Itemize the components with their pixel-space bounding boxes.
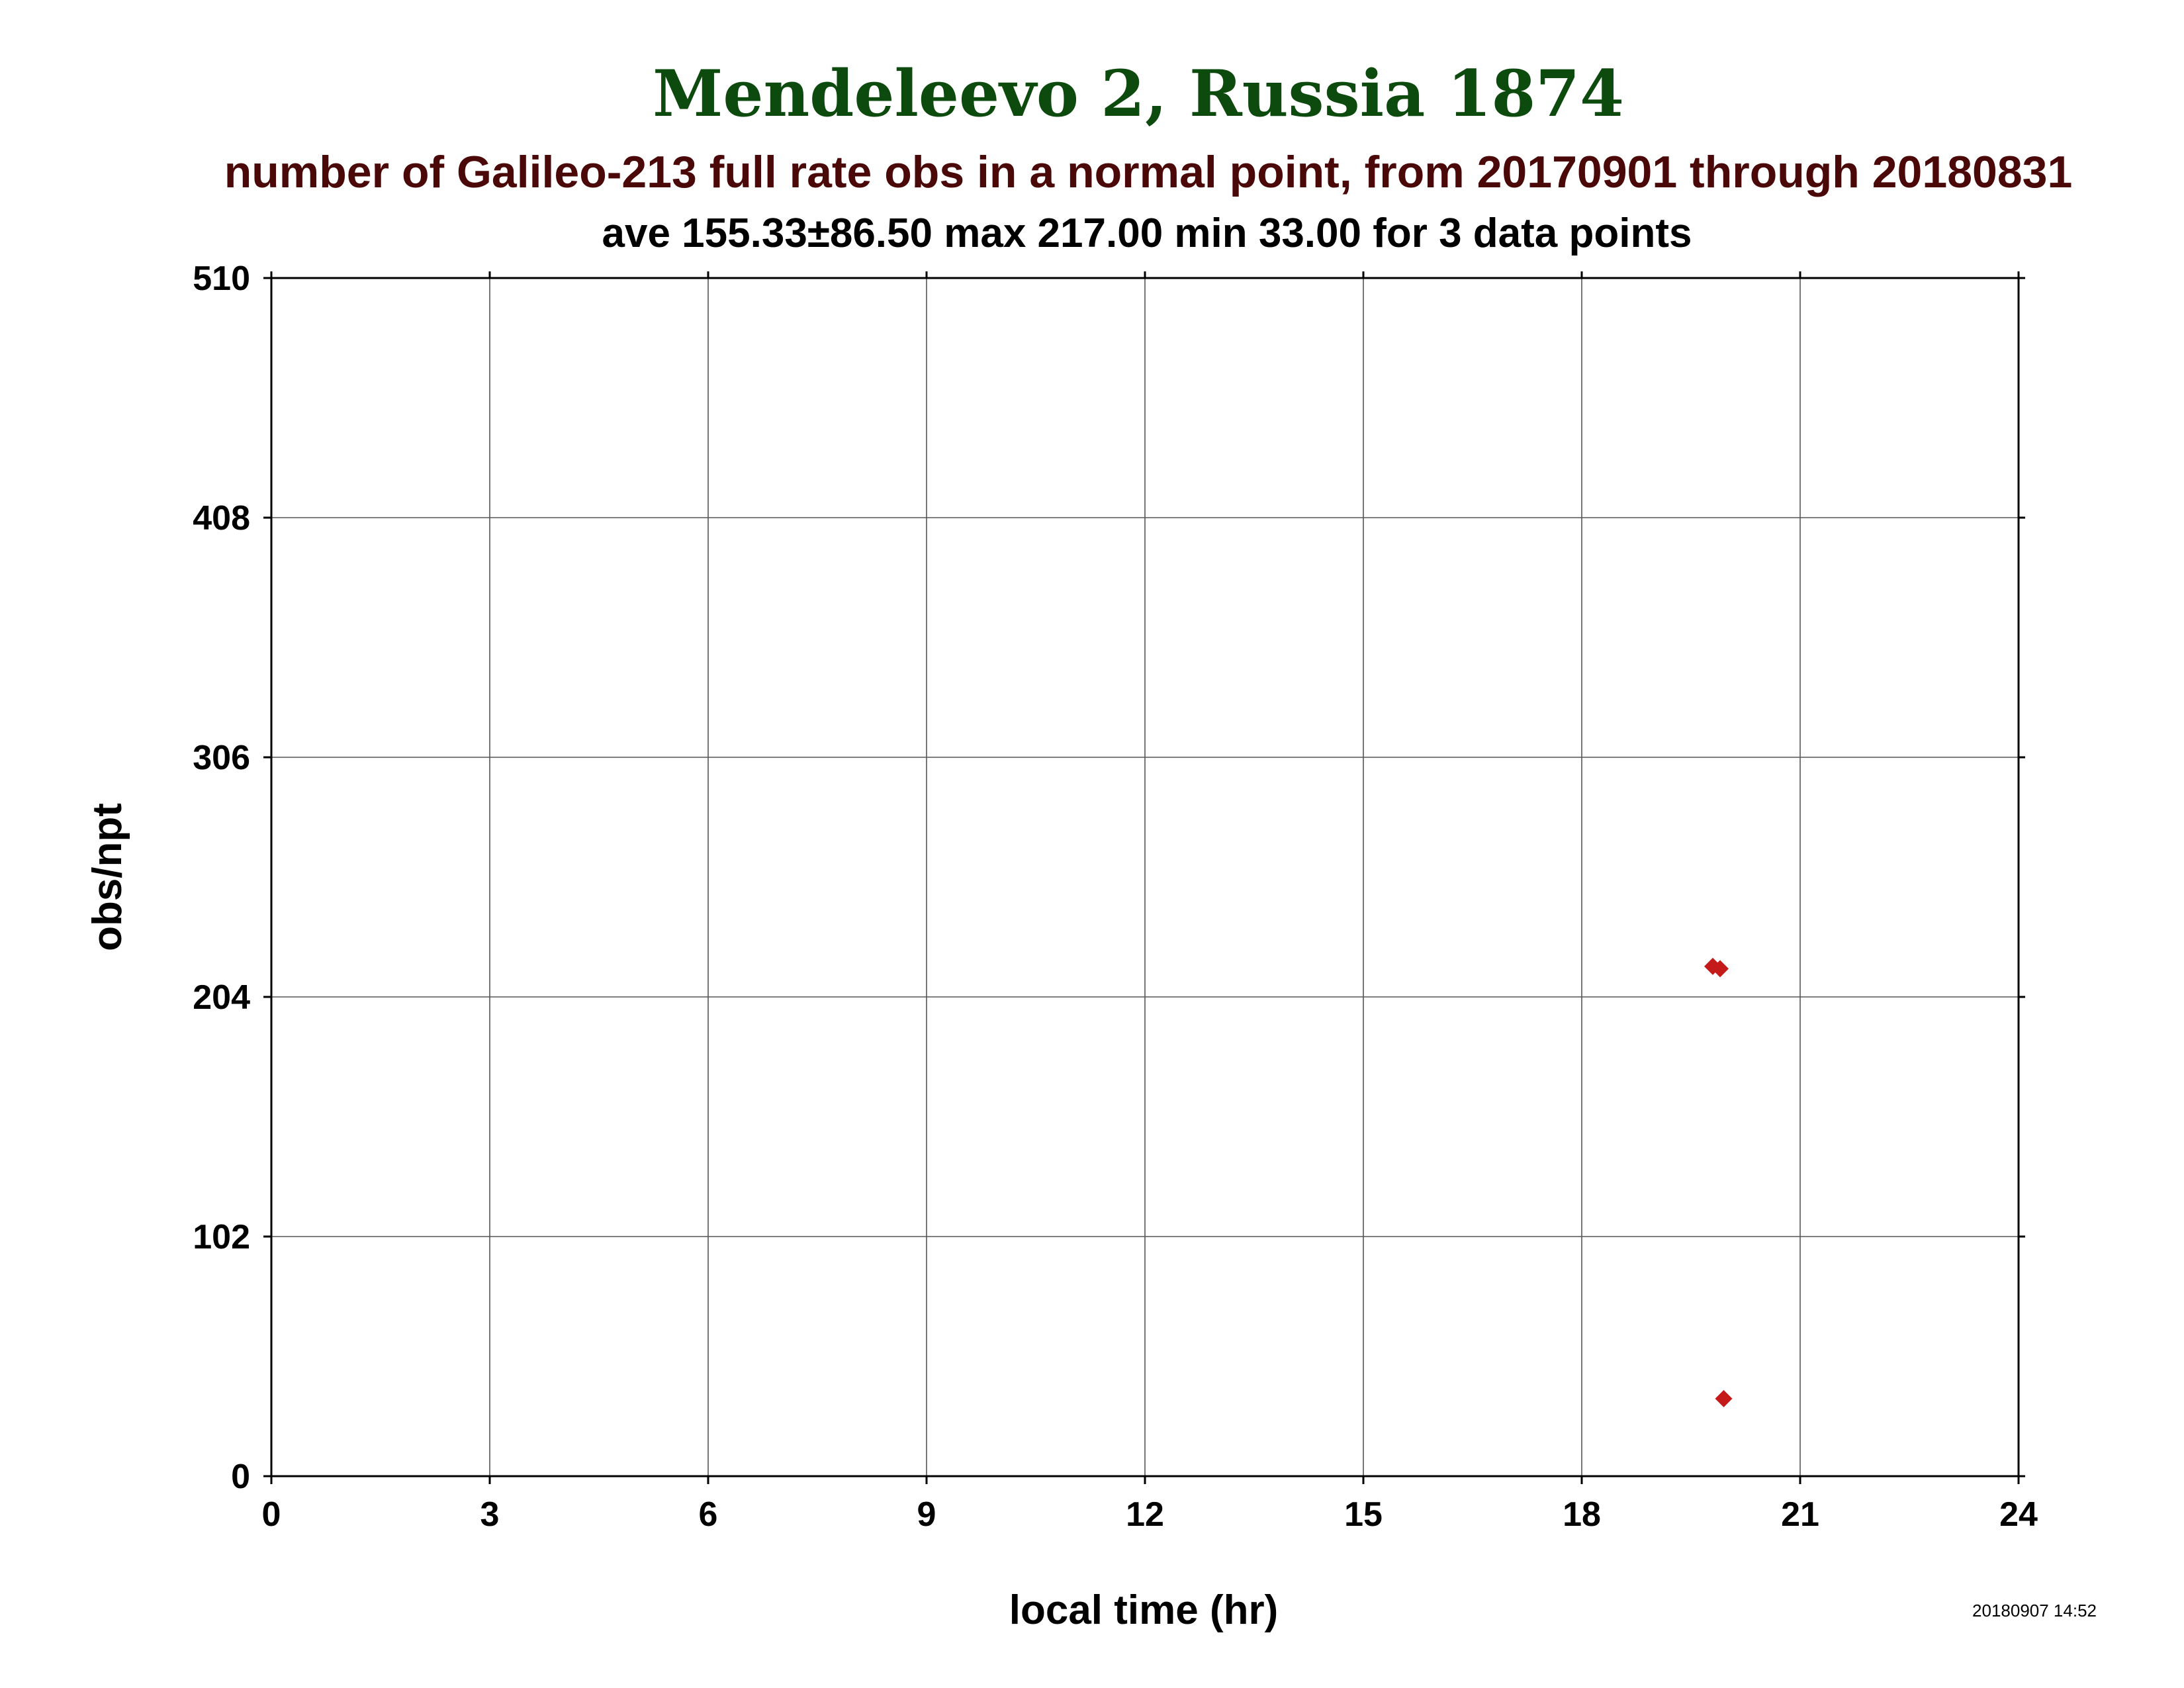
- y-axis-label: obs/npt: [85, 803, 130, 951]
- chart-subtitle: number of Galileo-213 full rate obs in a…: [224, 147, 2073, 197]
- y-tick-label: 204: [193, 978, 250, 1017]
- y-tick-label: 0: [231, 1458, 250, 1496]
- chart-stats: ave 155.33±86.50 max 217.00 min 33.00 fo…: [602, 211, 1692, 256]
- grid: [271, 277, 2019, 1477]
- generation-timestamp: 20180907 14:52: [1972, 1601, 2097, 1620]
- data-point-marker: [1715, 1389, 1733, 1407]
- x-tick-label: 24: [1999, 1495, 2038, 1534]
- tick-labels: 0 3 6 9 12 15 18 21 24 0 102 204 306 408 510: [193, 259, 2038, 1534]
- x-tick-label: 12: [1126, 1495, 1164, 1534]
- x-tick-label: 15: [1344, 1495, 1383, 1534]
- y-tick-label: 102: [193, 1218, 250, 1256]
- chart-title: Mendeleevo 2, Russia 1874: [653, 56, 1624, 131]
- x-axis-label: local time (hr): [1009, 1587, 1279, 1633]
- y-tick-label: 408: [193, 499, 250, 538]
- y-tick-label: 510: [193, 259, 250, 298]
- data-points: [1704, 957, 1733, 1407]
- data-point-marker: [1711, 960, 1729, 978]
- x-tick-label: 18: [1563, 1495, 1601, 1534]
- x-tick-label: 6: [699, 1495, 718, 1534]
- x-tick-label: 21: [1781, 1495, 1819, 1534]
- y-tick-label: 306: [193, 739, 250, 777]
- x-tick-label: 3: [480, 1495, 500, 1534]
- x-tick-label: 9: [917, 1495, 936, 1534]
- x-tick-label: 0: [262, 1495, 281, 1534]
- ticks: [263, 271, 2025, 1484]
